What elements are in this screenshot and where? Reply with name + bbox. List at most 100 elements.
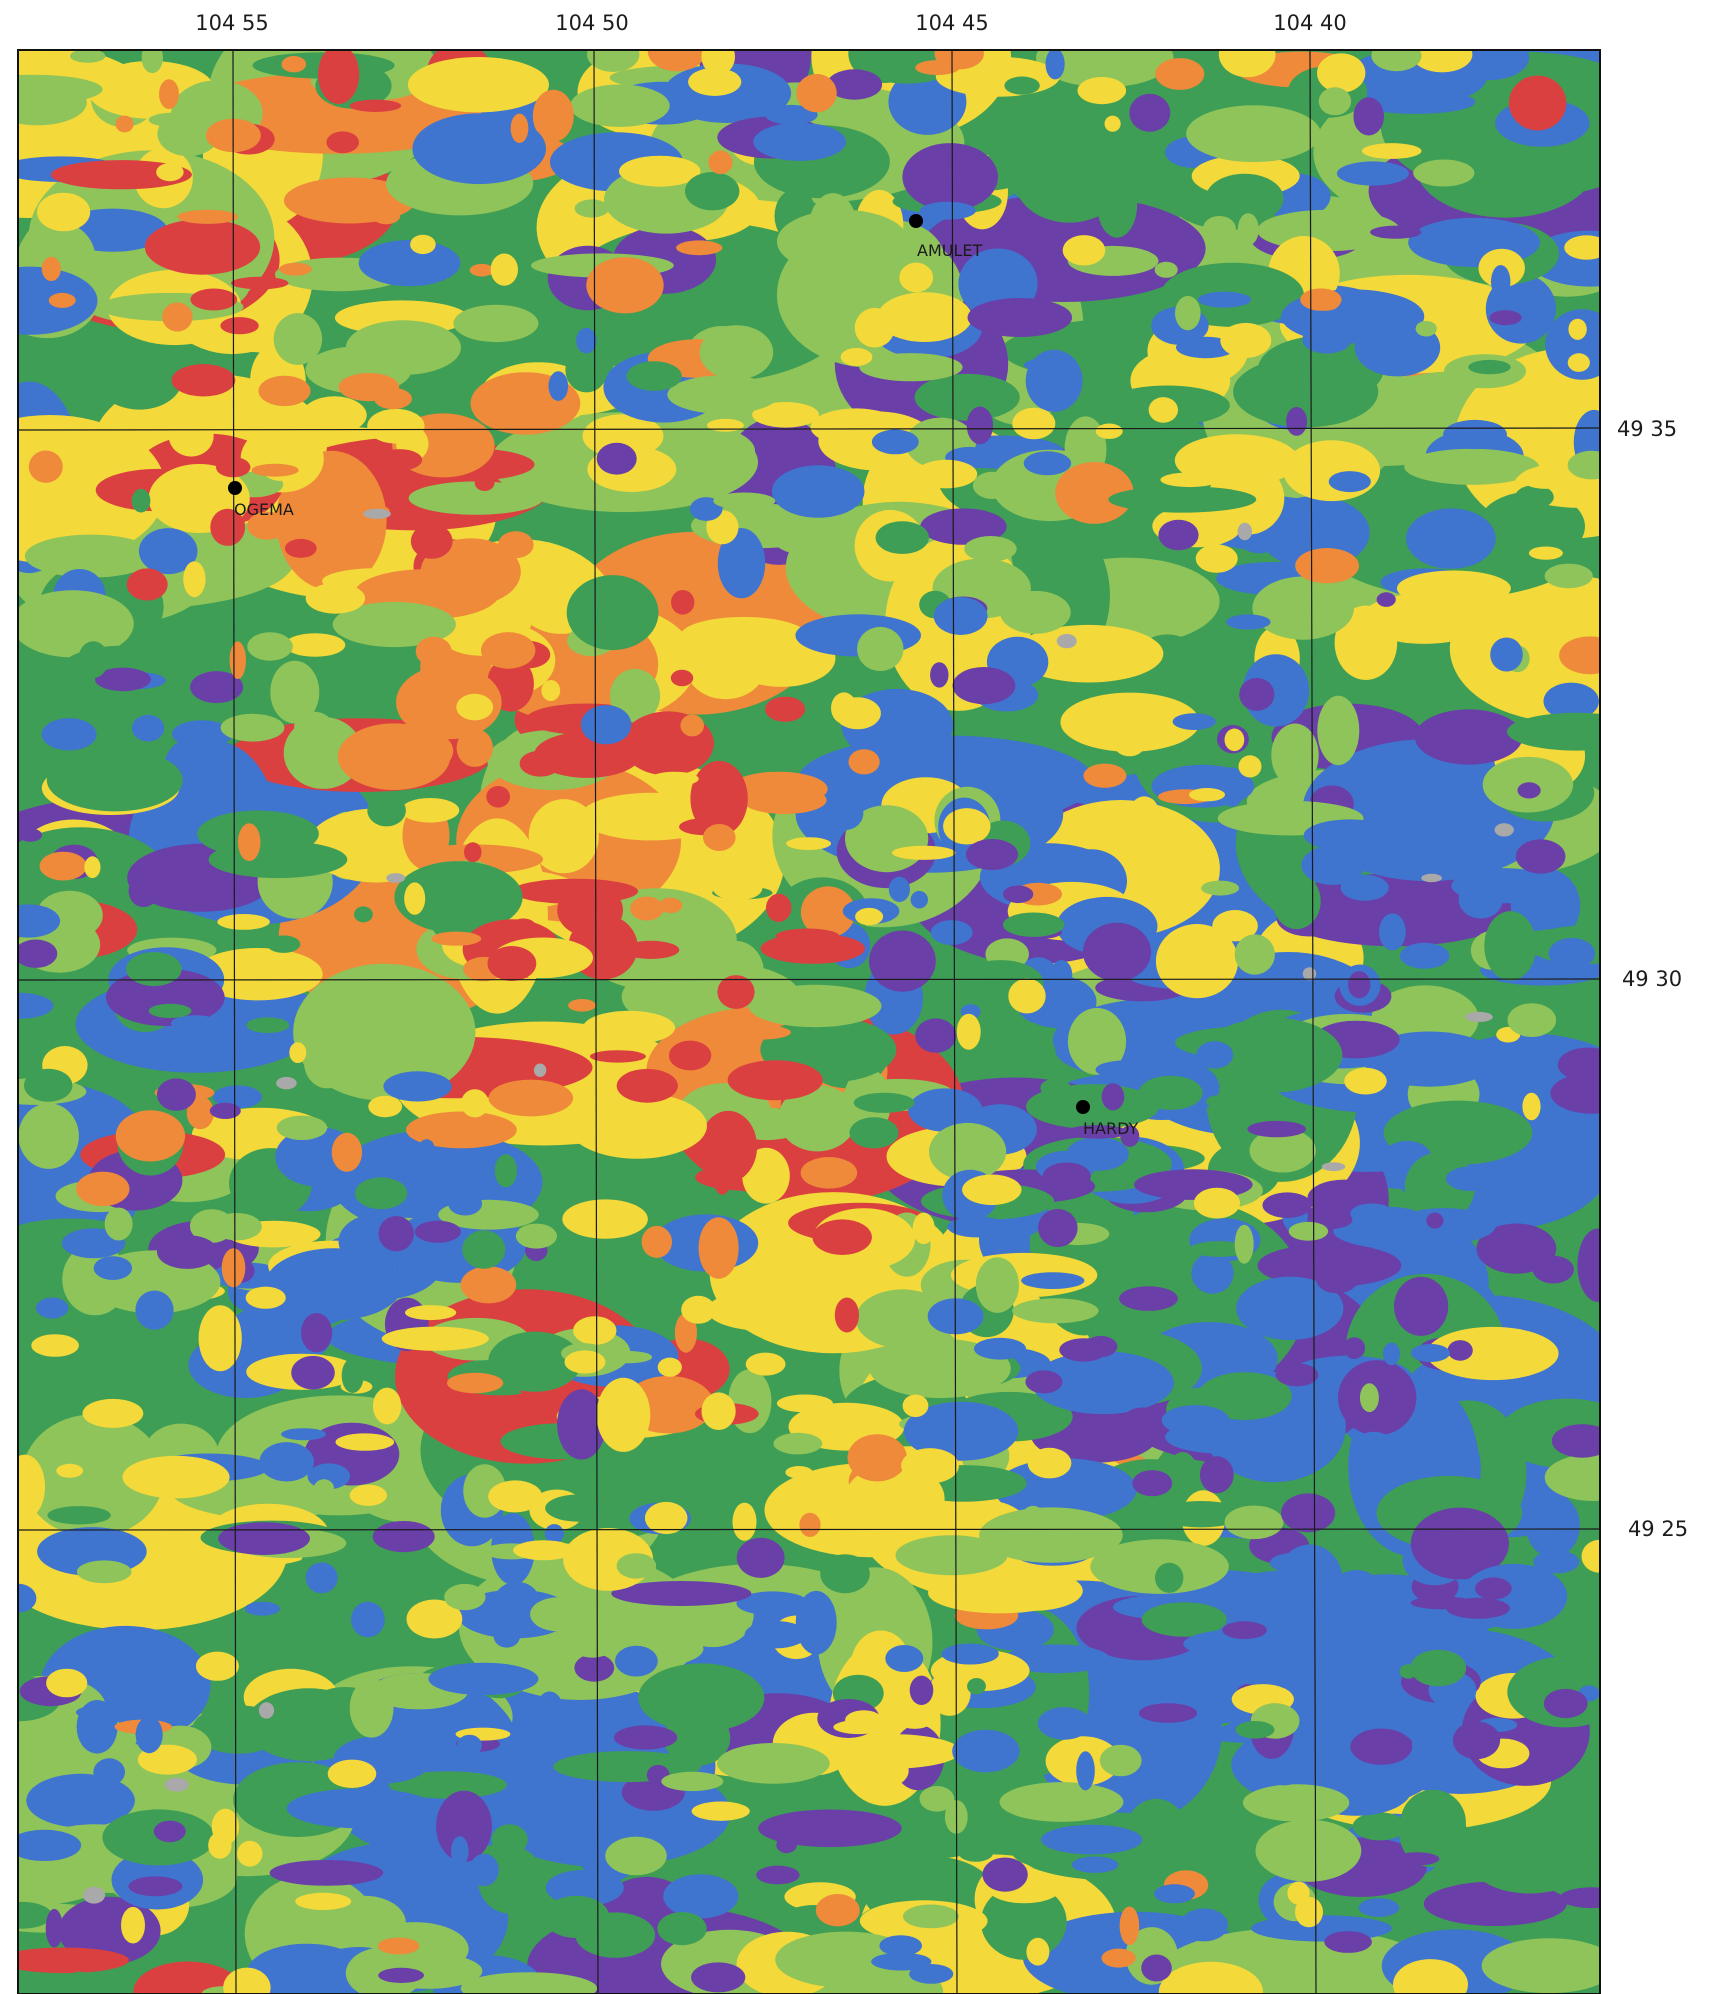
- anomaly-blob: [1272, 873, 1321, 930]
- anomaly-blob: [1249, 1128, 1316, 1173]
- anomaly-blob: [1371, 50, 1422, 72]
- anomaly-blob: [1490, 637, 1523, 672]
- anomaly-blob: [1581, 1539, 1600, 1573]
- anomaly-blob: [1124, 1798, 1188, 1870]
- anomaly-blob: [36, 1297, 69, 1319]
- anomaly-blob: [736, 1591, 809, 1616]
- anomaly-blob: [1172, 713, 1216, 730]
- anomaly-blob: [149, 415, 166, 429]
- anomaly-blob: [701, 1392, 736, 1430]
- town-label-ogema: OGEMA: [234, 500, 294, 519]
- anomaly-blob: [210, 508, 246, 546]
- anomaly-blob: [661, 1771, 724, 1792]
- anomaly-blob: [1475, 1577, 1512, 1600]
- anomaly-blob: [1198, 291, 1251, 308]
- anomaly-blob: [1205, 173, 1284, 223]
- anomaly-blob: [513, 1540, 575, 1561]
- anomaly-blob: [800, 886, 856, 938]
- anomaly-blob: [847, 1434, 907, 1482]
- anomaly-blob: [474, 475, 495, 491]
- anomaly-blob: [574, 1653, 615, 1682]
- anomaly-blob: [707, 1289, 825, 1331]
- anomaly-blob: [681, 1295, 716, 1324]
- anomaly-blob: [491, 1824, 528, 1855]
- anomaly-blob: [570, 1629, 615, 1658]
- anomaly-blob: [213, 1085, 262, 1109]
- lat-label-49-25: 49 25: [1628, 1517, 1688, 1541]
- anomaly-blob: [1336, 161, 1409, 186]
- anomaly-blob: [901, 1448, 959, 1484]
- anomaly-blob: [195, 1651, 239, 1681]
- anomaly-blob: [1477, 491, 1585, 562]
- map-frame: [17, 49, 1601, 1994]
- anomaly-blob: [885, 1645, 924, 1672]
- anomaly-blob: [469, 263, 494, 277]
- anomaly-blob: [663, 1874, 739, 1919]
- anomaly-blob: [1339, 1699, 1396, 1711]
- anomaly-blob: [121, 1906, 145, 1944]
- anomaly-blob: [564, 1350, 606, 1374]
- anomaly-blob: [909, 1964, 954, 1984]
- anomaly-blob: [1321, 1162, 1346, 1172]
- anomaly-blob: [1288, 1221, 1329, 1241]
- anomaly-blob: [1468, 359, 1511, 375]
- anomaly-blob: [1154, 261, 1178, 278]
- anomaly-blob: [765, 104, 818, 125]
- anomaly-blob: [18, 590, 134, 658]
- anomaly-blob: [1180, 1908, 1228, 1942]
- anomaly-blob: [1271, 723, 1319, 787]
- anomaly-blob: [332, 601, 456, 648]
- anomaly-blob: [18, 939, 58, 968]
- anomaly-blob: [1226, 614, 1271, 630]
- town-hardy: HARDY: [1076, 1100, 1139, 1138]
- anomaly-blob: [708, 150, 733, 175]
- anomaly-blob: [291, 1355, 335, 1390]
- anomaly-blob: [363, 508, 391, 519]
- lon-label-104-45: 104 45: [915, 11, 988, 35]
- anomaly-blob: [1059, 1338, 1108, 1362]
- anomaly-blob: [1002, 912, 1065, 937]
- anomaly-blob: [378, 1967, 424, 1983]
- anomaly-blob: [958, 1843, 994, 1862]
- anomaly-blob: [157, 1235, 218, 1269]
- anomaly-blob: [1158, 1961, 1263, 1994]
- anomaly-blob: [209, 1102, 241, 1119]
- meridian-104-55: [232, 49, 237, 1994]
- anomaly-blob: [1203, 216, 1236, 241]
- anomaly-blob: [1426, 1212, 1444, 1229]
- anomaly-blob: [573, 1316, 617, 1345]
- anomaly-blob: [1389, 816, 1529, 867]
- anomaly-blob: [825, 796, 864, 831]
- anomaly-blob: [428, 1662, 539, 1696]
- anomaly-blob: [1300, 288, 1342, 311]
- anomaly-blob: [1453, 726, 1490, 760]
- anomaly-blob: [855, 907, 884, 926]
- anomaly-blob: [276, 1115, 328, 1141]
- anomaly-blob: [752, 402, 819, 428]
- anomaly-blob: [358, 240, 461, 287]
- anomaly-blob: [676, 240, 723, 256]
- anomaly-blob: [1522, 1092, 1541, 1121]
- anomaly-blob: [148, 1003, 192, 1019]
- anomaly-blob: [980, 1884, 1067, 1960]
- anomaly-blob: [1002, 885, 1034, 904]
- anomaly-blob: [1508, 75, 1567, 131]
- anomaly-blob: [545, 1494, 612, 1522]
- anomaly-blob: [50, 52, 69, 66]
- anomaly-blob: [855, 1289, 950, 1349]
- anomaly-blob: [1361, 143, 1422, 159]
- anomaly-blob: [448, 1191, 483, 1216]
- anomaly-blob: [671, 590, 695, 615]
- anomaly-blob: [1324, 1931, 1372, 1953]
- anomaly-blob: [915, 459, 978, 489]
- anomaly-blob: [1446, 1597, 1510, 1619]
- anomaly-blob: [859, 353, 963, 382]
- anomaly-blob: [515, 1223, 558, 1249]
- anomaly-blob: [1322, 323, 1372, 337]
- anomaly-blob: [834, 697, 881, 730]
- anomaly-blob: [128, 874, 159, 908]
- anomaly-blob: [899, 262, 934, 293]
- anomaly-blob: [1220, 322, 1272, 358]
- anomaly-blob: [406, 1111, 517, 1149]
- anomaly-blob: [1458, 880, 1503, 919]
